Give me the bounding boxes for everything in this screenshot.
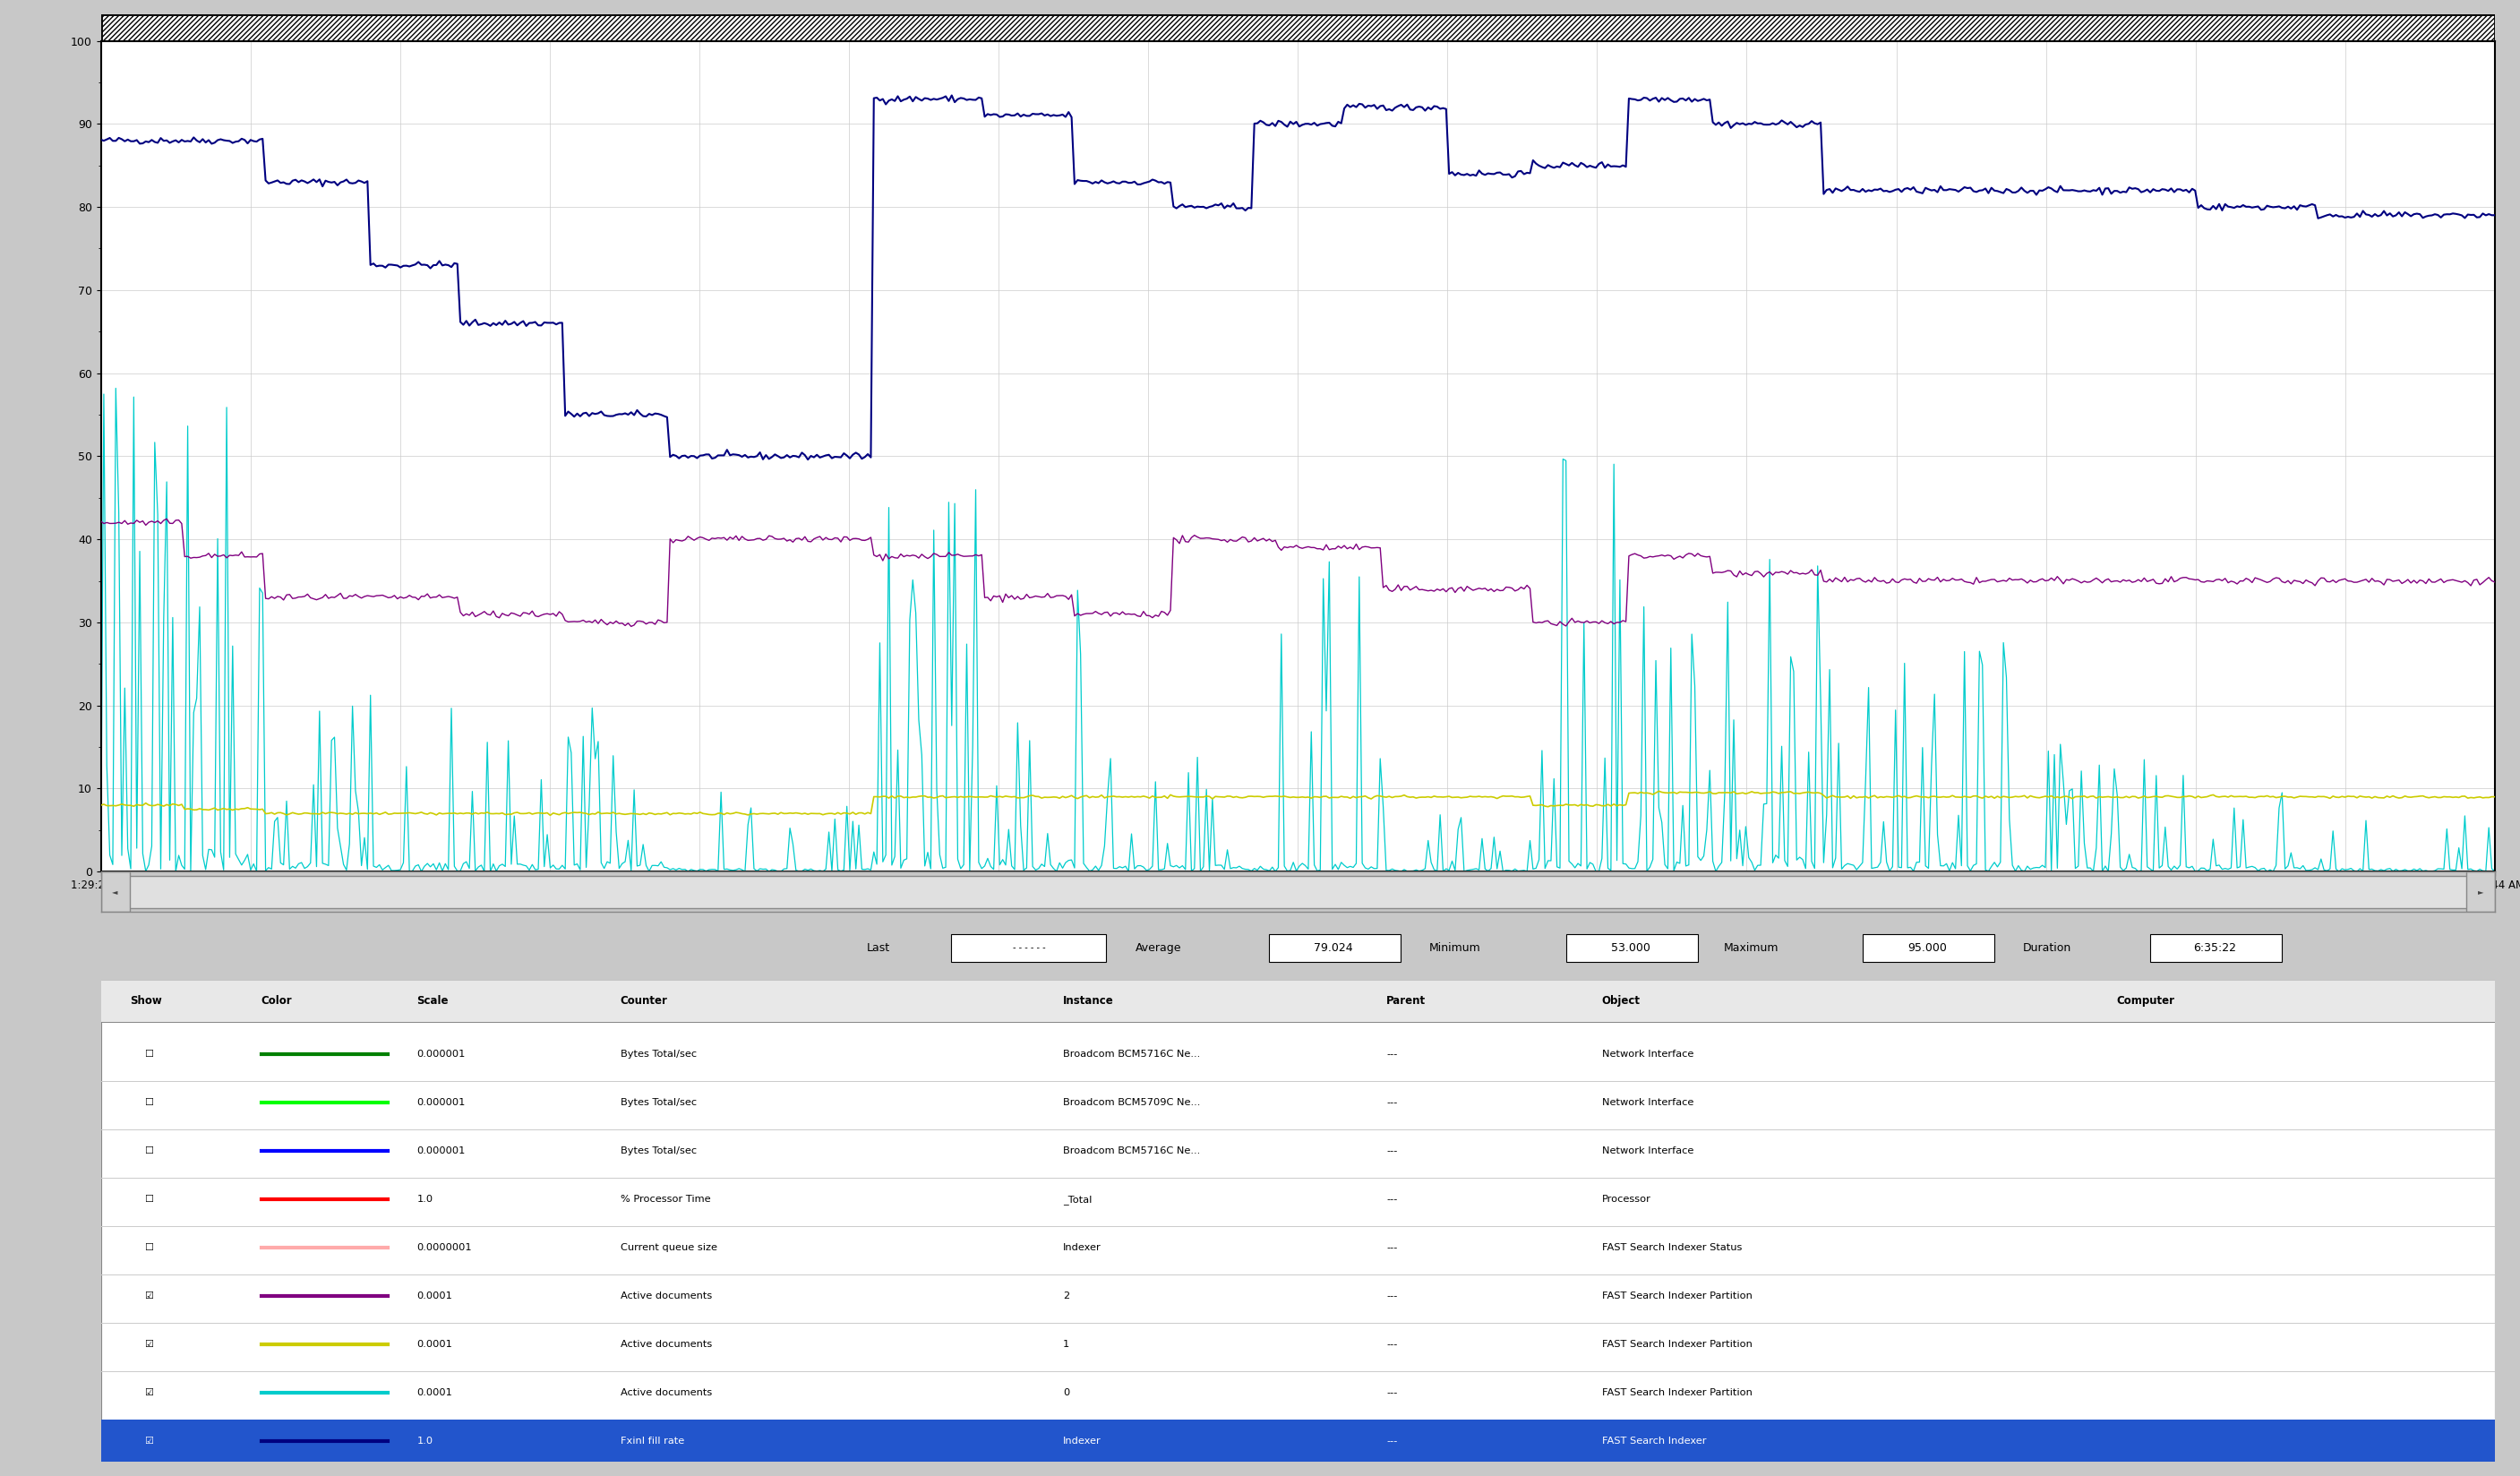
Text: Active documents: Active documents	[620, 1340, 711, 1349]
Text: 79.024: 79.024	[1313, 942, 1353, 953]
Text: Fxinl fill rate: Fxinl fill rate	[620, 1436, 683, 1445]
Text: 0.000001: 0.000001	[416, 1098, 466, 1107]
Text: 0.0001: 0.0001	[416, 1340, 454, 1349]
Bar	[101, 872, 129, 912]
Text: Bytes Total/sec: Bytes Total/sec	[620, 1147, 696, 1156]
Text: Network Interface: Network Interface	[1603, 1098, 1693, 1107]
Text: Instance: Instance	[1063, 995, 1114, 1007]
Text: ☐: ☐	[144, 1243, 154, 1252]
Bar	[2467, 872, 2495, 912]
Text: ---: ---	[1386, 1147, 1399, 1156]
Text: ☐: ☐	[144, 1098, 154, 1107]
Text: 6:35:22: 6:35:22	[2192, 942, 2235, 953]
Text: Current queue size: Current queue size	[620, 1243, 718, 1252]
Text: ◄: ◄	[113, 889, 118, 896]
Text: Parent: Parent	[1386, 995, 1426, 1007]
Text: ►: ►	[2477, 889, 2482, 896]
Text: Bytes Total/sec: Bytes Total/sec	[620, 1049, 696, 1058]
Text: Indexer: Indexer	[1063, 1436, 1101, 1445]
Text: ☑: ☑	[144, 1340, 154, 1349]
Text: 0: 0	[1063, 1387, 1068, 1398]
Text: Show: Show	[129, 995, 161, 1007]
Text: ---: ---	[1386, 1340, 1399, 1349]
Text: % Processor Time: % Processor Time	[620, 1196, 711, 1204]
Text: 2: 2	[1063, 1292, 1068, 1300]
Text: Active documents: Active documents	[620, 1387, 711, 1398]
Text: Broadcom BCM5716C Ne...: Broadcom BCM5716C Ne...	[1063, 1147, 1200, 1156]
Text: 1.0: 1.0	[416, 1196, 433, 1204]
Text: 0.000001: 0.000001	[416, 1049, 466, 1058]
Text: 1.0: 1.0	[416, 1436, 433, 1445]
Text: 0.0001: 0.0001	[416, 1387, 454, 1398]
Text: FAST Search Indexer Partition: FAST Search Indexer Partition	[1603, 1340, 1751, 1349]
Text: Active documents: Active documents	[620, 1292, 711, 1300]
Text: FAST Search Indexer Partition: FAST Search Indexer Partition	[1603, 1387, 1751, 1398]
Text: ---: ---	[1386, 1436, 1399, 1445]
Text: 0.0000001: 0.0000001	[416, 1243, 471, 1252]
Text: Network Interface: Network Interface	[1603, 1049, 1693, 1058]
FancyBboxPatch shape	[1565, 934, 1698, 961]
Text: FAST Search Indexer Status: FAST Search Indexer Status	[1603, 1243, 1741, 1252]
Bar	[126, 875, 2472, 908]
Text: Scale: Scale	[416, 995, 449, 1007]
Text: ---: ---	[1386, 1243, 1399, 1252]
Text: _Total: _Total	[1063, 1194, 1091, 1204]
Text: ☑: ☑	[144, 1292, 154, 1300]
Text: FAST Search Indexer: FAST Search Indexer	[1603, 1436, 1706, 1445]
Text: 0.0001: 0.0001	[416, 1292, 454, 1300]
Text: Computer: Computer	[2117, 995, 2175, 1007]
Text: Processor: Processor	[1603, 1196, 1651, 1204]
Text: ☐: ☐	[144, 1196, 154, 1204]
Text: Counter: Counter	[620, 995, 668, 1007]
Text: ☐: ☐	[144, 1147, 154, 1156]
FancyBboxPatch shape	[2150, 934, 2281, 961]
Text: Maximum: Maximum	[1724, 942, 1779, 953]
Text: ☑: ☑	[144, 1436, 154, 1445]
FancyBboxPatch shape	[1862, 934, 1993, 961]
Text: - - - - - -: - - - - - -	[1013, 943, 1046, 952]
Text: Duration: Duration	[2024, 942, 2071, 953]
Text: ---: ---	[1386, 1196, 1399, 1204]
Text: Last: Last	[867, 942, 890, 953]
Text: ---: ---	[1386, 1049, 1399, 1058]
FancyBboxPatch shape	[1270, 934, 1401, 961]
Text: ---: ---	[1386, 1387, 1399, 1398]
Text: FAST Search Indexer Partition: FAST Search Indexer Partition	[1603, 1292, 1751, 1300]
Text: Minimum: Minimum	[1429, 942, 1482, 953]
Bar	[101, 980, 2495, 1461]
Text: ☑: ☑	[144, 1387, 154, 1398]
Text: Average: Average	[1134, 942, 1182, 953]
Text: Bytes Total/sec: Bytes Total/sec	[620, 1098, 696, 1107]
Text: 1: 1	[1063, 1340, 1068, 1349]
Text: Broadcom BCM5709C Ne...: Broadcom BCM5709C Ne...	[1063, 1098, 1200, 1107]
Text: Network Interface: Network Interface	[1603, 1147, 1693, 1156]
FancyBboxPatch shape	[950, 934, 1106, 961]
Text: ---: ---	[1386, 1292, 1399, 1300]
Text: 53.000: 53.000	[1610, 942, 1651, 953]
Text: ☐: ☐	[144, 1049, 154, 1058]
Bar	[101, 1420, 2495, 1467]
Text: Broadcom BCM5716C Ne...: Broadcom BCM5716C Ne...	[1063, 1049, 1200, 1058]
Text: 0.000001: 0.000001	[416, 1147, 466, 1156]
Text: Indexer: Indexer	[1063, 1243, 1101, 1252]
Text: Object: Object	[1603, 995, 1641, 1007]
Text: Color: Color	[262, 995, 292, 1007]
Text: 95.000: 95.000	[1908, 942, 1948, 953]
Text: ---: ---	[1386, 1098, 1399, 1107]
Bar	[101, 980, 2495, 1021]
